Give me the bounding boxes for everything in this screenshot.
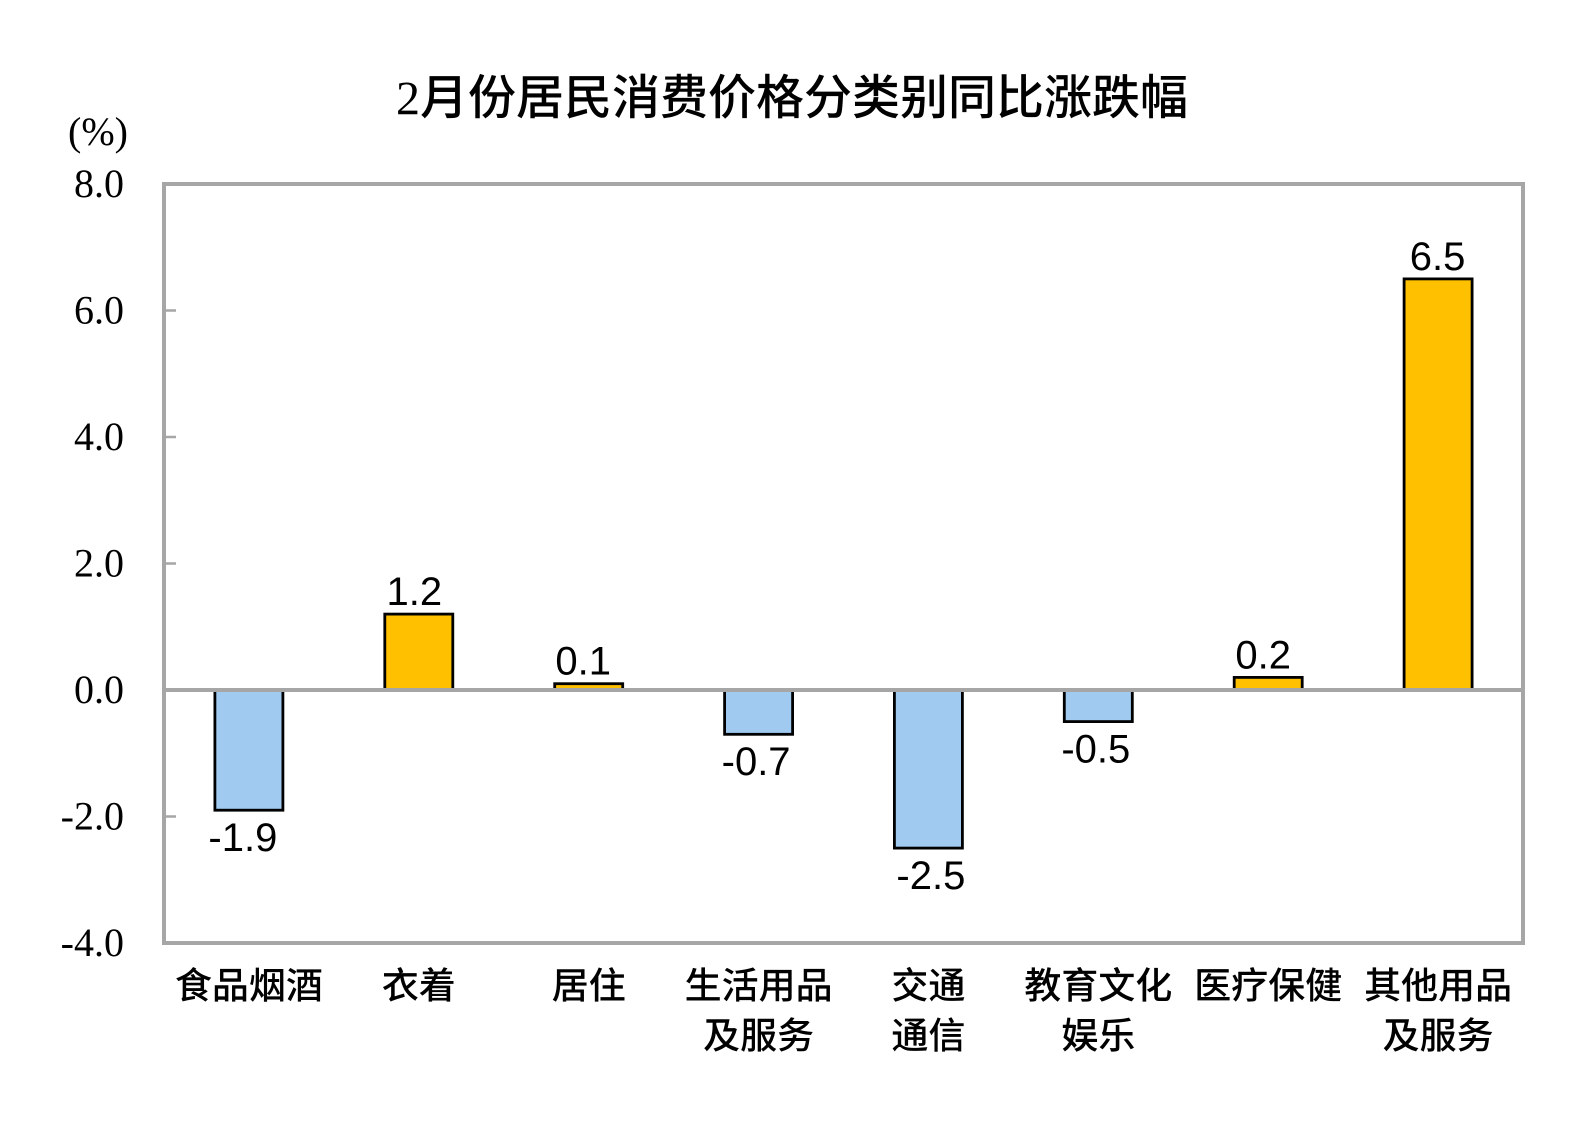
- svg-text:0.0: 0.0: [74, 667, 124, 712]
- svg-text:-4.0: -4.0: [61, 920, 124, 965]
- svg-text:-0.5: -0.5: [1061, 727, 1130, 771]
- svg-text:-1.9: -1.9: [208, 816, 277, 860]
- svg-text:0.1: 0.1: [555, 640, 611, 684]
- svg-text:1.2: 1.2: [386, 570, 442, 614]
- svg-text:6.5: 6.5: [1410, 235, 1466, 279]
- svg-text:6.0: 6.0: [74, 288, 124, 333]
- svg-text:8.0: 8.0: [74, 161, 124, 206]
- svg-text:2.0: 2.0: [74, 541, 124, 586]
- svg-text:-2.0: -2.0: [61, 794, 124, 839]
- svg-text:-0.7: -0.7: [722, 740, 791, 784]
- svg-text:4.0: 4.0: [74, 414, 124, 459]
- svg-text:-2.5: -2.5: [896, 854, 965, 898]
- svg-text:(%): (%): [68, 109, 128, 154]
- svg-text:0.2: 0.2: [1235, 633, 1291, 677]
